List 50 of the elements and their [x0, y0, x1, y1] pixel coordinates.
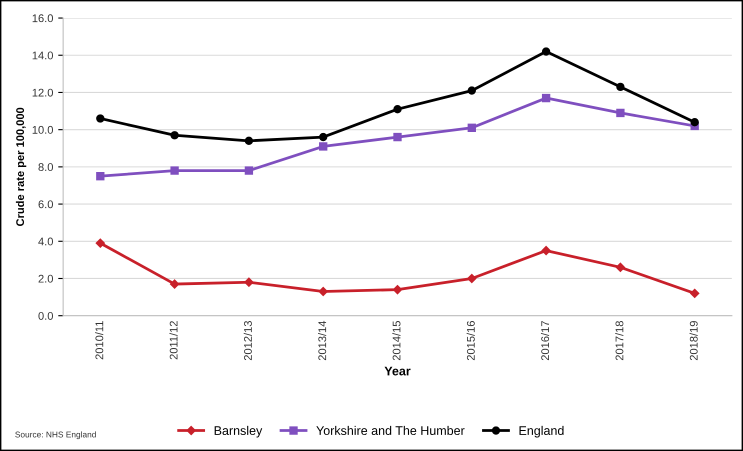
point: [616, 108, 625, 118]
x-tick-label: 2011/12: [169, 321, 178, 360]
x-tick-label: 2014/15: [392, 321, 400, 360]
point: [170, 166, 179, 175]
point: [616, 262, 626, 272]
point: [392, 285, 402, 294]
x-tick-label: 2016/17: [540, 321, 550, 360]
point: [393, 132, 402, 142]
point: [690, 288, 700, 298]
legend-label: England: [520, 426, 564, 438]
y-tick-label: 10.0: [32, 126, 53, 134]
point: [467, 274, 476, 284]
point: [393, 105, 402, 114]
point: [468, 124, 476, 132]
point: [244, 278, 254, 287]
legend-label: Barnsley: [214, 426, 262, 438]
y-tick-label: 16.0: [32, 14, 53, 22]
point: [170, 279, 180, 289]
y-tick-label: 6.0: [38, 200, 53, 208]
y-tick-label: 14.0: [32, 52, 53, 60]
legend-label: Yorkshire and The Humber: [316, 426, 465, 436]
point: [96, 114, 104, 123]
x-tick-label: 2018/19: [690, 321, 698, 360]
point: [542, 94, 550, 102]
point: [616, 82, 625, 92]
point: [318, 286, 328, 296]
point: [244, 136, 254, 145]
point: [690, 118, 699, 126]
point: [170, 131, 179, 140]
point: [468, 86, 476, 95]
point: [319, 142, 328, 151]
point: [244, 166, 254, 175]
x-axis-title: Year: [384, 366, 411, 376]
y-tick-label: 8.0: [38, 163, 53, 172]
x-tick-label: 2010/11: [95, 321, 104, 360]
point: [542, 47, 550, 56]
y-tick-label: 12.0: [32, 88, 53, 97]
y-axis-title: Crude rate per 100,000: [16, 108, 26, 226]
source-note: Source: NHS England: [15, 431, 96, 440]
x-tick-label: 2015/16: [466, 321, 475, 360]
x-tick-label: 2017/18: [615, 321, 624, 360]
x-tick-label: 2012/13: [244, 321, 252, 360]
x-tick-label: 2013/14: [318, 320, 326, 360]
point: [96, 172, 104, 180]
point: [319, 132, 328, 142]
y-tick-label: 0.0: [38, 312, 53, 320]
point: [96, 238, 105, 248]
y-tick-label: 2.0: [38, 274, 53, 283]
y-tick-label: 4.0: [38, 238, 53, 246]
point: [541, 246, 551, 256]
